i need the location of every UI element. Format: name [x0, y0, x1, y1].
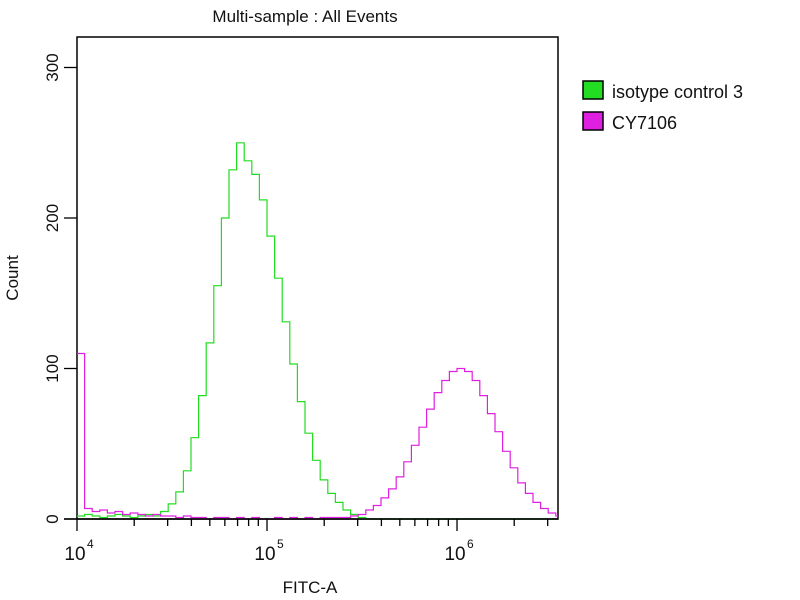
y-tick-label: 0	[43, 514, 62, 523]
legend-item-cy7106[interactable]: CY7106	[582, 111, 677, 133]
x-tick-exponent: 6	[467, 537, 474, 551]
x-tick-label: 10	[444, 544, 465, 565]
x-tick-exponent: 4	[87, 537, 94, 551]
legend-item-isotype[interactable]: isotype control 3	[582, 80, 743, 102]
x-axis-label: FITC-A	[283, 578, 338, 597]
y-axis-label: Count	[3, 255, 22, 301]
legend-label: CY7106	[612, 113, 677, 133]
x-tick-label: 10	[254, 544, 275, 565]
y-tick-label: 300	[43, 53, 62, 81]
series-layer	[77, 142, 558, 520]
x-tick-exponent: 5	[277, 537, 284, 551]
plot-frame	[76, 36, 559, 520]
legend-swatch	[582, 80, 604, 100]
x-tick-label: 10	[64, 544, 85, 565]
legend: isotype control 3 CY7106	[582, 80, 743, 133]
y-tick-label: 200	[43, 204, 62, 232]
chart-title: Multi-sample : All Events	[212, 7, 397, 26]
series-line-cy7106	[77, 352, 558, 520]
legend-swatch	[582, 111, 604, 131]
series-line-isotype-control	[77, 142, 558, 520]
legend-label: isotype control 3	[612, 82, 743, 102]
y-tick-label: 100	[43, 354, 62, 382]
